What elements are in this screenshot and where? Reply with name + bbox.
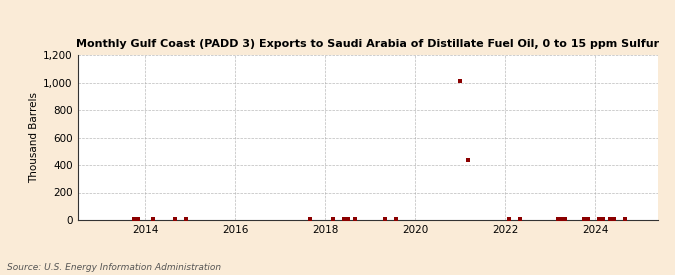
- Point: [597, 217, 608, 222]
- Point: [132, 217, 143, 222]
- Point: [380, 217, 391, 222]
- Point: [455, 79, 466, 83]
- Point: [181, 217, 192, 222]
- Point: [583, 217, 593, 222]
- Text: Source: U.S. Energy Information Administration: Source: U.S. Energy Information Administ…: [7, 263, 221, 272]
- Point: [342, 217, 353, 222]
- Point: [504, 217, 514, 222]
- Point: [620, 217, 630, 222]
- Point: [327, 217, 338, 222]
- Point: [304, 217, 315, 222]
- Point: [338, 217, 349, 222]
- Point: [350, 217, 360, 222]
- Title: Monthly Gulf Coast (PADD 3) Exports to Saudi Arabia of Distillate Fuel Oil, 0 to: Monthly Gulf Coast (PADD 3) Exports to S…: [76, 39, 659, 49]
- Point: [391, 217, 402, 222]
- Point: [608, 217, 619, 222]
- Point: [605, 217, 616, 222]
- Point: [593, 217, 604, 222]
- Point: [552, 217, 563, 222]
- Point: [147, 217, 158, 222]
- Point: [128, 217, 139, 222]
- Point: [169, 217, 180, 222]
- Point: [515, 217, 526, 222]
- Y-axis label: Thousand Barrels: Thousand Barrels: [29, 92, 39, 183]
- Point: [556, 217, 567, 222]
- Point: [578, 217, 589, 222]
- Point: [560, 217, 570, 222]
- Point: [462, 157, 473, 162]
